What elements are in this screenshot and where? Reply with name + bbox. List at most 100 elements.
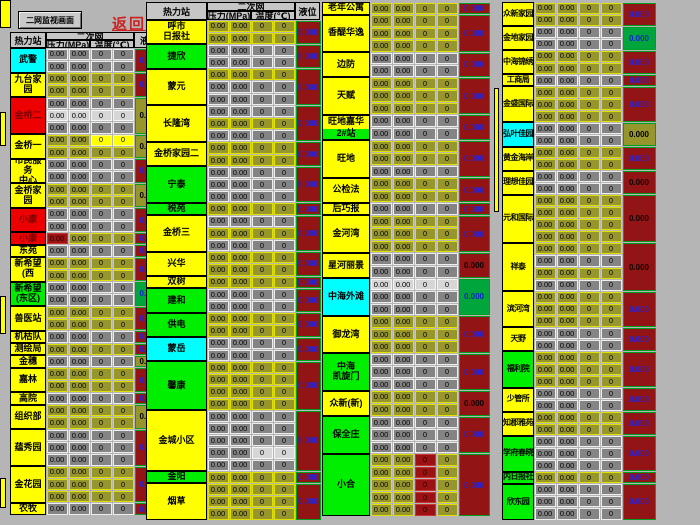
station-label[interactable]: 金桥家园: [10, 183, 46, 208]
station-label[interactable]: 旺地: [322, 140, 370, 178]
level-cell: 0.000: [295, 252, 321, 276]
station-label[interactable]: 高院: [10, 392, 46, 405]
temperature-cell: 0: [600, 351, 622, 363]
station-label[interactable]: 理想佳园: [502, 170, 534, 195]
temperature-cell: 0: [578, 159, 600, 171]
pressure-cell: 0.00: [370, 454, 392, 466]
station-label[interactable]: 捷欣: [146, 44, 207, 69]
station-label[interactable]: 烟草: [146, 483, 207, 521]
temperature-cell: 0: [414, 479, 436, 491]
station-label[interactable]: 欣东园: [502, 483, 534, 521]
station-label[interactable]: 星河丽景: [322, 252, 370, 279]
station-label[interactable]: 小康: [10, 232, 46, 245]
station-label[interactable]: 测绘局: [10, 343, 46, 356]
station-sublabel[interactable]: 2#站: [323, 128, 369, 140]
temperature-cell: 0: [600, 2, 622, 14]
station-label[interactable]: 中海锦绣: [502, 50, 534, 75]
station-label[interactable]: 金花园: [10, 466, 46, 503]
station-label[interactable]: 嘉林: [10, 367, 46, 393]
station-label[interactable]: 兴华: [146, 251, 207, 277]
temperature-cell: 0: [414, 153, 436, 165]
station-label[interactable]: 宁泰: [146, 166, 207, 203]
station-label[interactable]: 金盛国际: [502, 86, 534, 123]
station-label[interactable]: 东苑: [10, 244, 46, 258]
station-label[interactable]: 后巧报: [322, 202, 370, 216]
station-label[interactable]: 税苑: [146, 202, 207, 216]
temperature-cell: 0: [600, 183, 622, 195]
station-label[interactable]: 九台家园: [10, 72, 46, 98]
station-label[interactable]: 机枯队: [10, 330, 46, 344]
station-label[interactable]: 内日报社: [502, 471, 534, 484]
station-label[interactable]: 滨河湾: [502, 291, 534, 328]
station-label[interactable]: 老年公寓: [322, 2, 370, 15]
station-label[interactable]: 天赋: [322, 77, 370, 115]
pressure-cell: 0.00: [68, 257, 90, 269]
secondary-network-view-button[interactable]: 二网监视画面: [18, 11, 82, 29]
station-label[interactable]: 金城小区: [146, 410, 207, 472]
station-label[interactable]: 呼市 日报社: [146, 20, 207, 45]
station-label[interactable]: 新希望(西: [10, 257, 46, 282]
station-label[interactable]: 蒙元: [146, 68, 207, 106]
temperature-cell: 0: [578, 98, 600, 110]
station-label[interactable]: 农牧: [10, 502, 46, 516]
station-label[interactable]: 中海外滩: [322, 278, 370, 316]
station-label[interactable]: 市民服务 中心: [10, 158, 46, 184]
level-cell: 0.000: [622, 412, 656, 436]
temperature-cell: 0: [414, 190, 436, 203]
station-label[interactable]: 蒙岳: [146, 337, 207, 362]
station-label[interactable]: 新希望 (东区): [10, 281, 46, 307]
pressure-cell: 0.00: [68, 134, 90, 146]
station-label[interactable]: 中海 凯旋门: [322, 353, 370, 391]
return-button[interactable]: 返回: [112, 16, 147, 33]
station-label[interactable]: 弘叶佳园: [502, 122, 534, 147]
station-label[interactable]: 香醍华逸: [322, 14, 370, 53]
value-row: 0.00 0.00 0 0: [46, 269, 134, 282]
pressure-cell: 0.00: [370, 215, 392, 228]
station-label[interactable]: 双树: [146, 276, 207, 289]
station-label[interactable]: 馨康: [146, 361, 207, 411]
station-label[interactable]: 金桥家园二: [146, 141, 207, 167]
station-label[interactable]: 知郡雅苑: [502, 411, 534, 436]
station-row: 宁泰 0.00 0.00 0 0 0.00 0.00 0 0 0.00 0.00 0 0 0.000: [146, 166, 321, 203]
temperature-cell: 0: [600, 496, 622, 508]
station-label[interactable]: 金地家园: [502, 26, 534, 51]
level-cell: 0.000: [458, 140, 490, 178]
station-label[interactable]: 元和国际: [502, 194, 534, 243]
station-label[interactable]: 福利院: [502, 351, 534, 388]
station-label[interactable]: 武警: [10, 48, 46, 73]
pressure-cell: 0.00: [556, 291, 578, 303]
station-label[interactable]: 小康: [10, 207, 46, 233]
station-label[interactable]: 边防: [322, 52, 370, 78]
pressure-cell: 0.00: [556, 375, 578, 387]
station-label[interactable]: 少管所: [502, 387, 534, 412]
station-label[interactable]: 长隆湾: [146, 105, 207, 142]
station-label[interactable]: 学府春晓: [502, 435, 534, 472]
temperature-cell: 0: [251, 203, 273, 215]
station-label[interactable]: 天野: [502, 327, 534, 352]
station-label[interactable]: 供电: [146, 312, 207, 338]
station-label[interactable]: 保全庄: [322, 416, 370, 454]
station-label[interactable]: 御龙湾: [322, 315, 370, 354]
station-label[interactable]: 蕴秀园: [10, 429, 46, 467]
station-label[interactable]: 公检法: [322, 177, 370, 203]
station-label[interactable]: 金桥二: [10, 97, 46, 135]
pressure-cell: 0.00: [392, 165, 414, 178]
pressure-cell: 0.00: [392, 140, 414, 153]
station-label[interactable]: 小合: [322, 453, 370, 517]
station-label[interactable]: 金阳: [146, 471, 207, 484]
station-label[interactable]: 工商局: [502, 74, 534, 87]
station-label[interactable]: 众新(新): [322, 390, 370, 417]
station-label[interactable]: 黄金海岸: [502, 146, 534, 171]
station-label[interactable]: 祥泰: [502, 242, 534, 292]
station-label[interactable]: 金河湾: [322, 215, 370, 253]
station-label[interactable]: 组织部: [10, 404, 46, 430]
station-label[interactable]: 金桥一: [10, 134, 46, 159]
station-label[interactable]: 旺地嘉华 2#站: [322, 114, 370, 141]
station-label[interactable]: 众新家园: [502, 2, 534, 27]
station-row: 金河湾 0.00 0.00 0 0 0.00 0.00 0 0 0.00 0.00 0 0 0.000: [322, 215, 490, 253]
station-label[interactable]: 兽医站: [10, 306, 46, 331]
station-label[interactable]: 金穗: [10, 355, 46, 368]
station-label[interactable]: 建和: [146, 288, 207, 313]
station-label[interactable]: 金桥三: [146, 215, 207, 252]
